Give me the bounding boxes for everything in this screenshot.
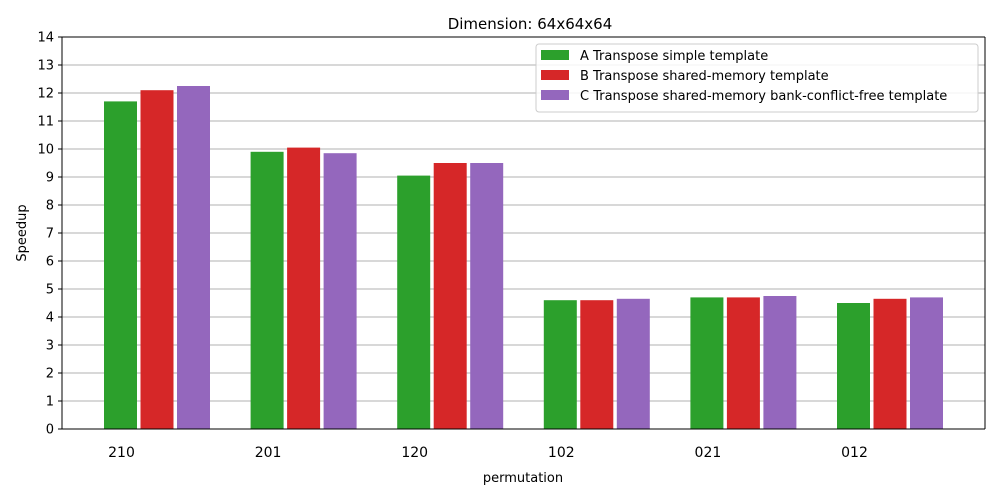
legend-label: B Transpose shared-memory template <box>580 69 829 84</box>
x-tick-label: 120 <box>401 445 428 461</box>
y-tick-label: 4 <box>46 311 54 326</box>
x-axis-label: permutation <box>483 471 563 486</box>
bar <box>543 300 577 429</box>
bar <box>323 153 357 429</box>
x-tick-label: 102 <box>548 445 575 461</box>
bar <box>104 101 137 430</box>
bar <box>873 298 907 429</box>
y-tick-label: 2 <box>46 367 54 382</box>
bar <box>177 86 210 429</box>
bar <box>287 147 321 429</box>
y-tick-label: 6 <box>46 255 54 270</box>
x-tick-label: 210 <box>108 445 135 461</box>
bar <box>397 175 431 429</box>
x-tick-label: 012 <box>841 445 868 461</box>
bar <box>580 300 614 429</box>
legend-swatch <box>541 70 569 80</box>
bar <box>250 151 284 430</box>
bar <box>837 303 870 429</box>
y-tick-label: 10 <box>37 143 54 158</box>
legend-label: C Transpose shared-memory bank-conflict-… <box>580 89 947 104</box>
y-tick-label: 0 <box>46 423 54 438</box>
legend: A Transpose simple template B Transpose s… <box>535 43 979 113</box>
x-tick-label: 201 <box>255 445 282 461</box>
bar <box>616 298 650 429</box>
y-tick-label: 12 <box>37 87 54 102</box>
bar <box>726 297 760 429</box>
y-tick-label: 7 <box>46 227 54 242</box>
y-axis-label: Speedup <box>15 204 30 261</box>
bar <box>763 296 797 429</box>
bar <box>470 163 504 429</box>
y-tick-label: 8 <box>46 199 54 214</box>
y-tick-label: 14 <box>37 31 54 46</box>
y-tick-label: 9 <box>46 171 54 186</box>
bar <box>140 90 174 429</box>
y-tick-label: 13 <box>37 59 54 74</box>
y-tick-label: 3 <box>46 339 54 354</box>
x-tick-label: 021 <box>695 445 722 461</box>
y-tick-label: 11 <box>37 115 54 130</box>
bars <box>104 86 943 430</box>
bar <box>910 297 943 429</box>
chart-title: Dimension: 64x64x64 <box>448 15 613 33</box>
legend-label: A Transpose simple template <box>580 49 768 64</box>
legend-swatch <box>541 50 569 60</box>
y-tick-label: 5 <box>46 283 54 298</box>
y-tick-label: 1 <box>46 395 54 410</box>
bar <box>690 297 724 429</box>
x-ticks: 210 201 120 102 021 012 <box>108 445 868 461</box>
bar <box>433 163 467 429</box>
legend-swatch <box>541 90 569 100</box>
